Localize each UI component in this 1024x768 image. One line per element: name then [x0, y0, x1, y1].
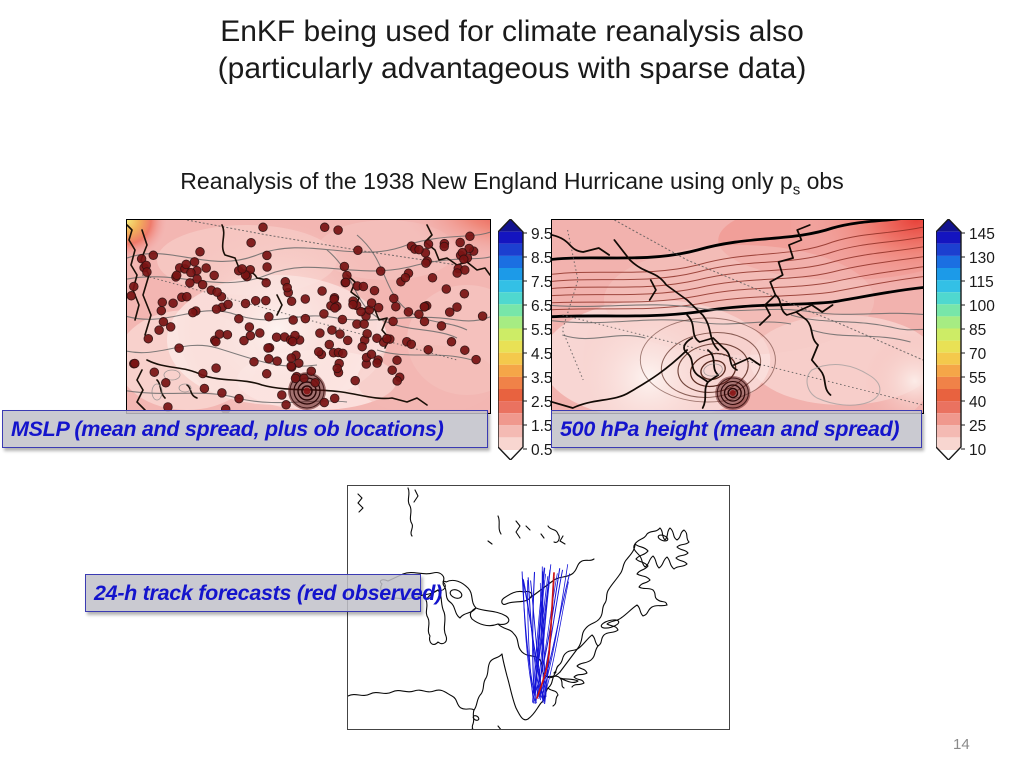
svg-text:7.5: 7.5	[531, 274, 553, 291]
svg-text:85: 85	[969, 322, 986, 339]
svg-text:100: 100	[969, 298, 995, 315]
svg-text:4.5: 4.5	[531, 346, 553, 363]
svg-text:3.5: 3.5	[531, 370, 553, 387]
svg-text:115: 115	[969, 274, 994, 291]
svg-text:130: 130	[969, 250, 995, 267]
svg-text:8.5: 8.5	[531, 250, 553, 267]
svg-text:70: 70	[969, 346, 987, 363]
svg-text:1.5: 1.5	[531, 418, 553, 435]
svg-text:6.5: 6.5	[531, 298, 553, 315]
svg-text:9.5: 9.5	[531, 226, 553, 243]
svg-text:55: 55	[969, 370, 986, 387]
svg-text:25: 25	[969, 418, 986, 435]
svg-text:5.5: 5.5	[531, 322, 553, 339]
svg-text:145: 145	[969, 226, 995, 243]
svg-text:40: 40	[969, 394, 987, 411]
svg-text:0.5: 0.5	[531, 442, 553, 459]
svg-text:10: 10	[969, 442, 987, 459]
svg-text:2.5: 2.5	[531, 394, 553, 411]
